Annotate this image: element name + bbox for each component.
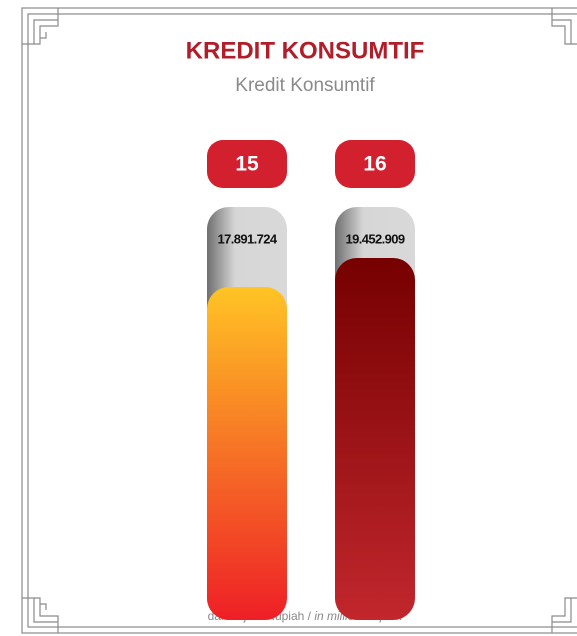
bar	[335, 258, 415, 620]
frame	[21, 7, 577, 634]
value-label: 17.891.724	[217, 231, 277, 246]
x-tick-label: 16	[363, 153, 386, 176]
badge	[335, 140, 415, 188]
chart-subtitle: Kredit Konsumtif	[235, 75, 375, 96]
chart-title: KREDIT KONSUMTIF	[186, 37, 425, 64]
bar	[207, 287, 287, 620]
value-label: 19.452.909	[345, 231, 404, 246]
x-tick-label: 15	[235, 153, 259, 176]
badge	[207, 140, 287, 188]
